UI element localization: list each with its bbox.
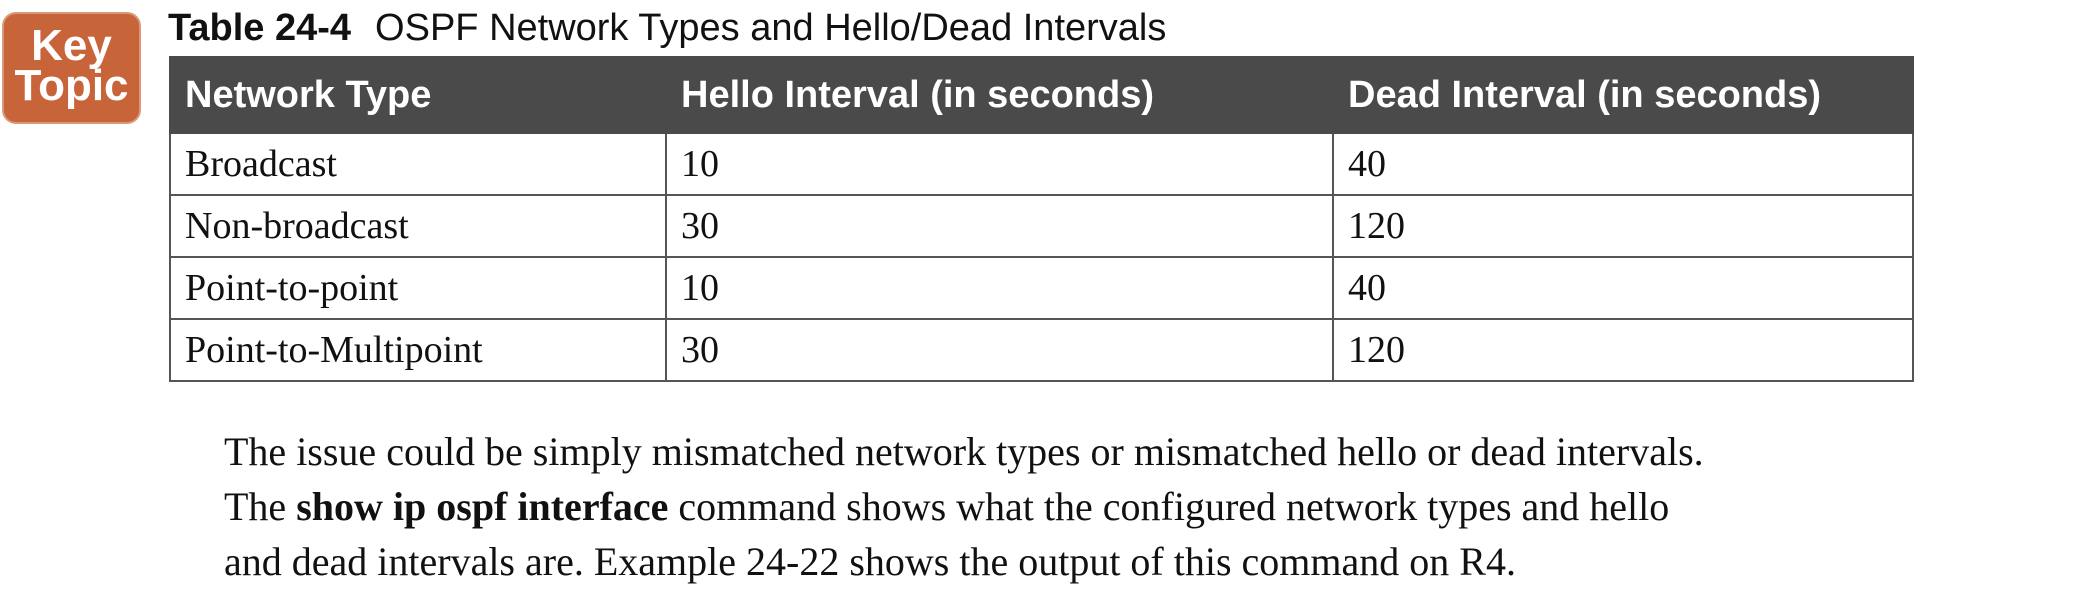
table-row: Point-to-point 10 40: [169, 256, 1914, 320]
paragraph-line-3: and dead intervals are. Example 24-22 sh…: [224, 539, 1516, 584]
network-type-cell: Point-to-Multipoint: [169, 318, 667, 382]
paragraph-line-2: The show ip ospf interface command shows…: [224, 479, 2044, 534]
table-number: Table 24-4: [168, 7, 352, 49]
table-row: Point-to-Multipoint 30 120: [169, 318, 1914, 382]
table-title: OSPF Network Types and Hello/Dead Interv…: [375, 7, 1167, 49]
column-header-network-type: Network Type: [169, 56, 667, 134]
hello-interval-cell: 30: [665, 194, 1334, 258]
key-topic-line2: Topic: [14, 61, 129, 110]
command-name: show ip ospf interface: [296, 484, 669, 529]
table-caption: Table 24-4 OSPF Network Types and Hello/D…: [168, 2, 1166, 54]
hello-interval-cell: 30: [665, 318, 1334, 382]
network-type-cell: Broadcast: [169, 132, 667, 196]
dead-interval-cell: 120: [1332, 318, 1914, 382]
table-row: Broadcast 10 40: [169, 132, 1914, 196]
body-paragraph: The issue could be simply mismatched net…: [224, 424, 2044, 589]
table-row: Non-broadcast 30 120: [169, 194, 1914, 258]
hello-interval-cell: 10: [665, 132, 1334, 196]
network-type-cell: Point-to-point: [169, 256, 667, 320]
dead-interval-cell: 40: [1332, 256, 1914, 320]
ospf-intervals-table: Network Type Hello Interval (in seconds)…: [169, 56, 1914, 382]
column-header-hello-interval: Hello Interval (in seconds): [665, 56, 1334, 134]
table-header-row: Network Type Hello Interval (in seconds)…: [169, 56, 1914, 134]
dead-interval-cell: 120: [1332, 194, 1914, 258]
hello-interval-cell: 10: [665, 256, 1334, 320]
network-type-cell: Non-broadcast: [169, 194, 667, 258]
paragraph-line-1: The issue could be simply mismatched net…: [224, 429, 1704, 474]
column-header-dead-interval: Dead Interval (in seconds): [1332, 56, 1914, 134]
paragraph-text: command shows what the configured networ…: [668, 484, 1670, 529]
paragraph-text: The: [224, 484, 297, 529]
key-topic-line1: Key: [31, 21, 112, 70]
key-topic-badge: Key Topic: [2, 12, 141, 124]
dead-interval-cell: 40: [1332, 132, 1914, 196]
